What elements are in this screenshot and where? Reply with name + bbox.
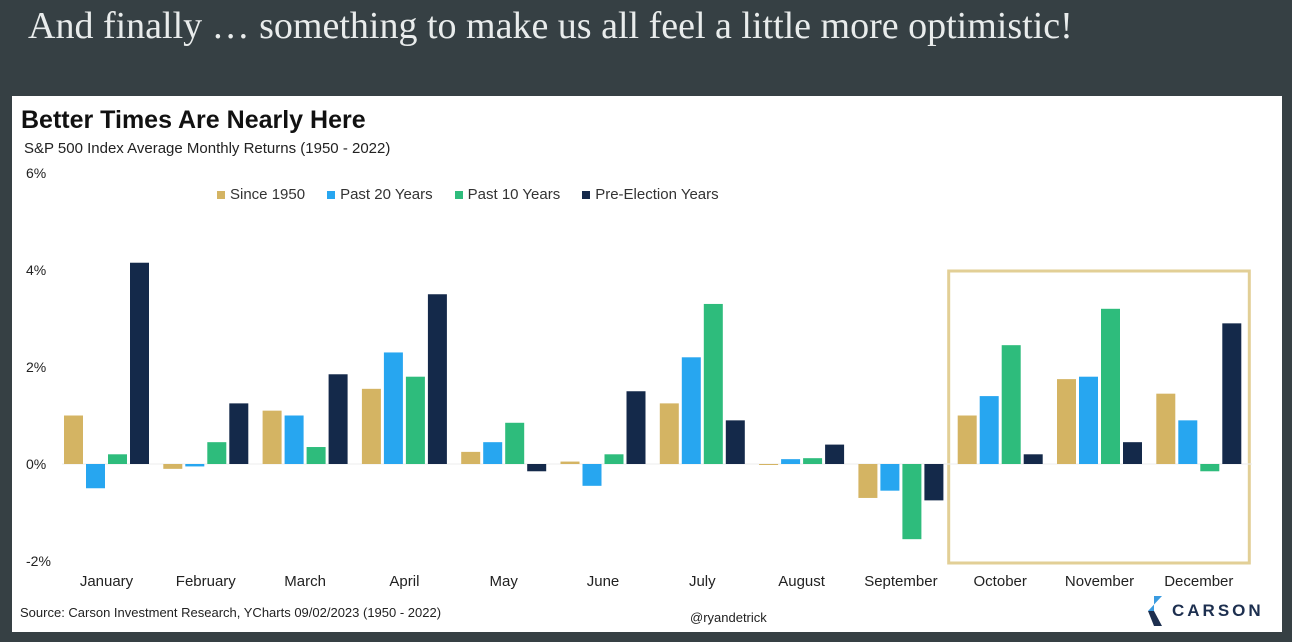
- bar-september-series-1: [880, 464, 900, 491]
- bar-june-series-0: [560, 461, 580, 464]
- bar-may-series-3: [527, 464, 547, 472]
- bar-april-series-0: [361, 388, 381, 464]
- bar-august-series-2: [803, 458, 823, 464]
- chart-subtitle: S&P 500 Index Average Monthly Returns (1…: [24, 140, 391, 157]
- bar-december-series-1: [1178, 420, 1198, 464]
- chart-legend: Since 1950 Past 20 Years Past 10 Years P…: [217, 186, 719, 203]
- y-tick-label: 6%: [26, 165, 46, 181]
- highlight-box: [947, 269, 1251, 565]
- x-tick-label-february: February: [176, 573, 237, 590]
- bar-february-series-1: [185, 464, 205, 467]
- bar-august-series-3: [825, 444, 845, 464]
- bar-august-series-0: [759, 464, 779, 465]
- chart-panel: Better Times Are Nearly Here S&P 500 Ind…: [12, 96, 1282, 632]
- legend-label: Past 20 Years: [340, 186, 433, 203]
- legend-label: Pre-Election Years: [595, 186, 719, 203]
- bar-january-series-3: [130, 262, 149, 464]
- bar-april-series-3: [427, 294, 447, 464]
- chart-title: Better Times Are Nearly Here: [21, 106, 366, 134]
- bar-january-series-1: [86, 464, 105, 489]
- y-tick-label: -2%: [26, 553, 51, 569]
- bar-november-series-1: [1079, 376, 1098, 464]
- x-tick-label-october: October: [974, 573, 1027, 590]
- bar-february-series-2: [207, 442, 227, 464]
- bar-june-series-1: [582, 464, 602, 486]
- bar-july-series-1: [681, 357, 701, 464]
- bar-january-series-0: [64, 415, 83, 464]
- legend-swatch: [454, 190, 463, 199]
- y-tick-label: 2%: [26, 359, 46, 375]
- bar-may-series-2: [505, 422, 525, 464]
- bar-september-series-3: [924, 464, 944, 501]
- bar-june-series-3: [626, 391, 646, 464]
- bar-october-series-1: [979, 396, 999, 464]
- bar-chart: -2% 0% 2% 4% 6% January February March April May J…: [26, 165, 1252, 590]
- bar-february-series-3: [229, 403, 249, 464]
- carson-logo: CARSON: [1140, 596, 1264, 626]
- bar-march-series-1: [284, 415, 304, 464]
- bar-june-series-2: [604, 454, 624, 464]
- bar-march-series-3: [328, 374, 348, 464]
- source-note: Source: Carson Investment Research, YCha…: [20, 605, 442, 620]
- bar-may-series-1: [483, 442, 503, 464]
- x-tick-label-may: May: [490, 573, 519, 590]
- bar-november-series-3: [1123, 442, 1142, 464]
- carson-logo-text: CARSON: [1172, 601, 1264, 620]
- bar-april-series-1: [383, 352, 403, 464]
- bar-january-series-2: [108, 454, 127, 464]
- x-tick-label-august: August: [778, 573, 826, 590]
- legend-item-since-1950: Since 1950: [217, 186, 305, 203]
- legend-label: Since 1950: [230, 186, 306, 203]
- bar-october-series-3: [1023, 454, 1043, 464]
- bar-december-series-2: [1200, 464, 1220, 472]
- bar-march-series-2: [306, 447, 326, 464]
- legend-swatch: [327, 190, 336, 199]
- legend-label: Past 10 Years: [467, 186, 561, 203]
- bar-march-series-0: [262, 410, 282, 464]
- bar-october-series-0: [957, 415, 977, 464]
- legend-item-past-10-years: Past 10 Years: [454, 186, 561, 203]
- bar-december-series-0: [1156, 393, 1176, 464]
- bar-april-series-2: [405, 376, 425, 464]
- bar-july-series-2: [703, 303, 723, 464]
- x-tick-label-january: January: [80, 573, 134, 590]
- x-tick-label-september: September: [864, 573, 937, 590]
- bar-december-series-3: [1222, 323, 1242, 464]
- bar-november-series-2: [1101, 308, 1120, 464]
- x-tick-label-march: March: [284, 573, 326, 590]
- slide-headline: And finally … something to make us all f…: [28, 5, 1073, 47]
- bar-august-series-1: [781, 459, 801, 464]
- bar-may-series-0: [461, 451, 481, 464]
- author-handle: @ryandetrick: [690, 610, 767, 625]
- legend-swatch: [582, 190, 591, 199]
- x-tick-label-july: July: [689, 573, 716, 590]
- legend-item-pre-election-years: Pre-Election Years: [582, 186, 719, 203]
- x-tick-label-june: June: [587, 573, 620, 590]
- x-tick-label-december: December: [1164, 573, 1233, 590]
- x-tick-label-april: April: [389, 573, 419, 590]
- y-tick-label: 0%: [26, 456, 46, 472]
- legend-item-past-20-years: Past 20 Years: [327, 186, 433, 203]
- bar-february-series-0: [163, 464, 183, 469]
- bar-november-series-0: [1057, 379, 1076, 464]
- bar-july-series-0: [659, 403, 679, 464]
- bar-october-series-2: [1001, 345, 1021, 464]
- x-tick-label-november: November: [1065, 573, 1134, 590]
- bar-september-series-0: [858, 464, 878, 498]
- bar-july-series-3: [725, 420, 745, 464]
- legend-swatch: [217, 190, 225, 199]
- carson-logo-icon: [1148, 596, 1162, 626]
- y-tick-label: 4%: [26, 262, 46, 278]
- bar-september-series-2: [902, 464, 922, 540]
